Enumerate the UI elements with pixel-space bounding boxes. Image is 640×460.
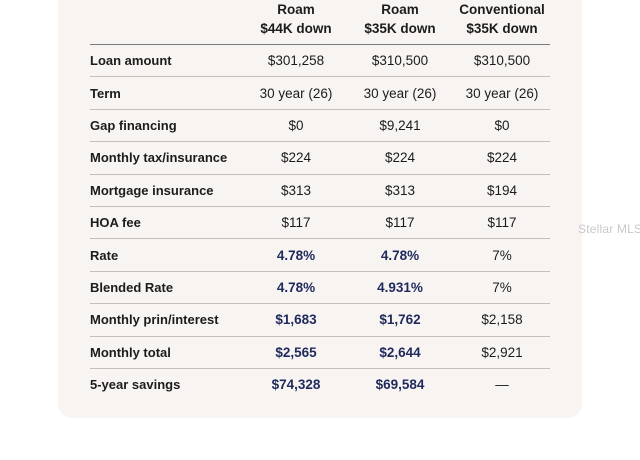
row-label: Gap financing bbox=[90, 109, 246, 143]
table-row: 5-year savings $74,328 $69,584 — bbox=[90, 368, 550, 400]
row-label: Monthly prin/interest bbox=[90, 303, 246, 337]
table-row: Gap financing $0 $9,241 $0 bbox=[90, 109, 550, 143]
table-cell: 30 year (26) bbox=[246, 76, 346, 110]
row-label: Monthly tax/insurance bbox=[90, 141, 246, 175]
column-header-line1: Roam bbox=[277, 2, 315, 17]
table-cell: 7% bbox=[454, 271, 550, 305]
loan-comparison-table: Roam $44K down Roam $35K down Convention… bbox=[90, 0, 550, 400]
column-header-line2: $35K down bbox=[364, 21, 436, 36]
row-label: Blended Rate bbox=[90, 271, 246, 305]
table-cell: $2,565 bbox=[246, 336, 346, 369]
column-header-roam-35k: Roam $35K down bbox=[346, 0, 454, 45]
table-cell: $2,921 bbox=[454, 336, 550, 369]
table-row: Mortgage insurance $313 $313 $194 bbox=[90, 174, 550, 207]
table-cell: $74,328 bbox=[271, 377, 321, 393]
row-label: Term bbox=[90, 76, 246, 110]
table-cell: $224 bbox=[246, 141, 346, 175]
table-cell: 30 year (26) bbox=[346, 76, 454, 110]
column-header-roam-44k: Roam $44K down bbox=[246, 0, 346, 45]
table-cell: $117 bbox=[454, 206, 550, 240]
table-cell: $313 bbox=[246, 174, 346, 207]
table-body: Loan amount $301,258 $310,500 $310,500 Term 3… bbox=[90, 44, 550, 401]
column-header-line2: $35K down bbox=[466, 21, 538, 36]
table-cell: 4.78% bbox=[246, 238, 346, 272]
table-cell: $224 bbox=[454, 141, 550, 175]
column-header-line2: $44K down bbox=[260, 21, 332, 36]
table-cell: $117 bbox=[346, 206, 454, 240]
table-cell: $69,584 bbox=[375, 377, 425, 393]
table-cell: $1,762 bbox=[346, 303, 454, 337]
table-row: Monthly prin/interest $1,683 $1,762 $2,158 bbox=[90, 303, 550, 337]
table-header-row: Roam $44K down Roam $35K down Convention… bbox=[90, 0, 550, 45]
table-cell: 30 year (26) bbox=[454, 76, 550, 110]
table-cell: $194 bbox=[454, 174, 550, 207]
table-row: Blended Rate 4.78% 4.931% 7% bbox=[90, 271, 550, 305]
table-cell: $310,500 bbox=[454, 44, 550, 78]
row-label: 5-year savings bbox=[90, 377, 181, 393]
table-cell: $117 bbox=[246, 206, 346, 240]
table-cell: $1,683 bbox=[246, 303, 346, 337]
row-label: Mortgage insurance bbox=[90, 174, 246, 207]
table-cell: 4.931% bbox=[346, 271, 454, 305]
table-cell: 7% bbox=[454, 238, 550, 272]
table-row: HOA fee $117 $117 $117 bbox=[90, 206, 550, 240]
table-cell: $9,241 bbox=[346, 109, 454, 143]
row-label: HOA fee bbox=[90, 206, 246, 240]
column-header-conventional-35k: Conventional $35K down bbox=[454, 0, 550, 45]
table-cell: 4.78% bbox=[246, 271, 346, 305]
row-label: Loan amount bbox=[90, 44, 246, 78]
table-cell: $310,500 bbox=[346, 44, 454, 78]
table-cell: — bbox=[495, 377, 509, 393]
column-header-line1: Roam bbox=[381, 2, 419, 17]
table-row: Monthly total $2,565 $2,644 $2,921 bbox=[90, 336, 550, 369]
table-cell: $2,644 bbox=[346, 336, 454, 369]
table-cell: $0 bbox=[454, 109, 550, 143]
table-cell: $224 bbox=[346, 141, 454, 175]
table-cell: $2,158 bbox=[454, 303, 550, 337]
table-row: Loan amount $301,258 $310,500 $310,500 bbox=[90, 44, 550, 78]
watermark: Stellar MLS bbox=[578, 222, 640, 236]
table-cell: $301,258 bbox=[246, 44, 346, 78]
table-row: Rate 4.78% 4.78% 7% bbox=[90, 238, 550, 272]
table-cell: 4.78% bbox=[346, 238, 454, 272]
row-label: Rate bbox=[90, 238, 246, 272]
table-row: Term 30 year (26) 30 year (26) 30 year (26) bbox=[90, 76, 550, 110]
header-empty-cell bbox=[90, 0, 246, 45]
table-cell: $0 bbox=[246, 109, 346, 143]
column-header-line1: Conventional bbox=[459, 2, 545, 17]
table-row: Monthly tax/insurance $224 $224 $224 bbox=[90, 141, 550, 175]
row-label: Monthly total bbox=[90, 336, 246, 369]
table-cell: $313 bbox=[346, 174, 454, 207]
